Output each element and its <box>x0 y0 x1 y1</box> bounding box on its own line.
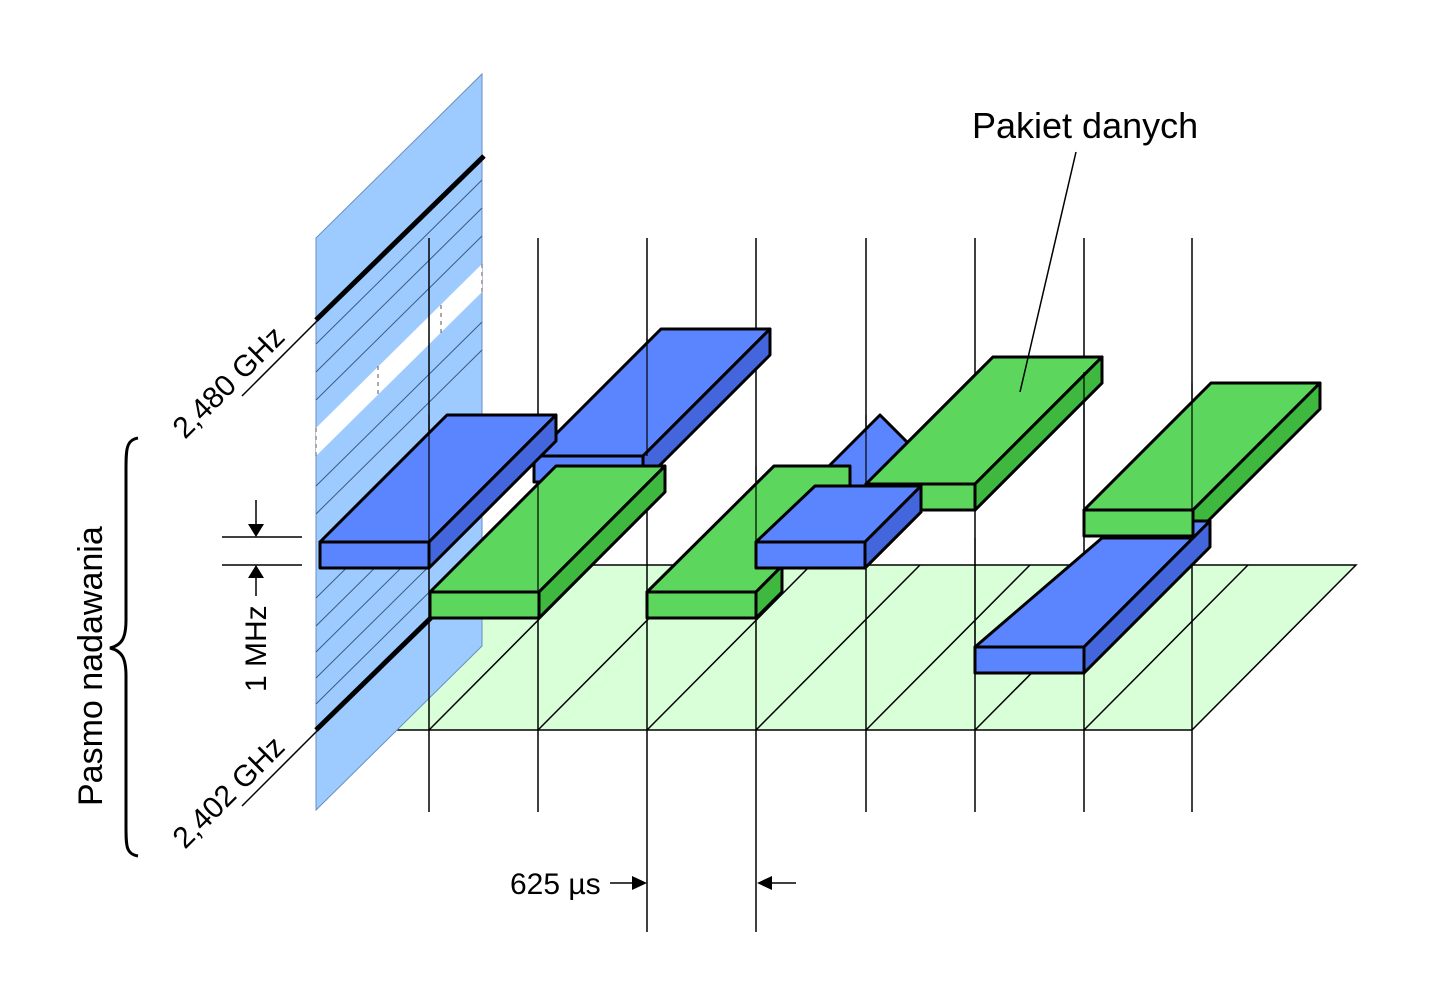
packet-green <box>645 464 852 620</box>
freq-high-label: 2,480 GHz <box>167 320 292 445</box>
packet-green <box>1082 381 1322 538</box>
band-brace <box>109 436 139 858</box>
packet-blue <box>318 413 558 570</box>
freq-high-leader <box>241 319 319 397</box>
arrow-down-icon <box>248 524 264 537</box>
channel-width-label: 1 MHz <box>240 605 273 692</box>
packet-label: Pakiet danych <box>972 105 1198 146</box>
time-slot-label: 625 µs <box>510 868 601 901</box>
arrow-left-icon <box>757 876 772 890</box>
packet-green <box>428 464 667 620</box>
band-label: Pasmo nadawania <box>72 526 110 806</box>
packet-blue <box>532 327 772 484</box>
arrow-right-icon <box>632 876 647 890</box>
packet-blue <box>973 519 1212 675</box>
freq-low-label: 2,402 GHz <box>167 730 292 855</box>
frequency-gap <box>316 264 482 456</box>
packet-leader <box>1019 151 1077 393</box>
arrow-up-icon <box>248 565 264 578</box>
frequency-plane <box>315 72 483 812</box>
freq-low-leader <box>241 729 319 807</box>
freq-high-line <box>314 154 486 322</box>
